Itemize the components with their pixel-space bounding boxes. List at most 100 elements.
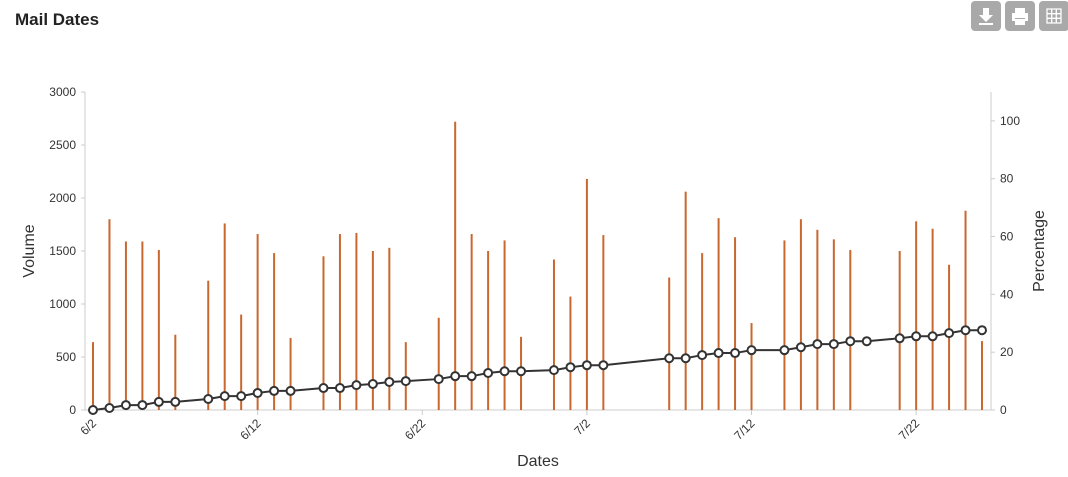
- bar: [124, 241, 127, 410]
- line-point: [285, 385, 296, 396]
- bar: [552, 259, 555, 410]
- line-point: [466, 371, 477, 382]
- bar: [964, 210, 967, 410]
- table-icon: [1046, 8, 1062, 24]
- print-icon: [1012, 8, 1028, 25]
- line-point: [779, 345, 790, 356]
- line-point: [203, 394, 214, 405]
- y-tick-label: 0: [69, 403, 76, 417]
- bar: [915, 221, 918, 410]
- y-tick-label: 1500: [49, 244, 76, 258]
- bar: [388, 247, 391, 410]
- line-point: [828, 339, 839, 350]
- line-point: [252, 387, 263, 398]
- table-button[interactable]: [1039, 1, 1068, 31]
- y2-tick-label: 0: [1000, 403, 1007, 417]
- line-point: [516, 366, 527, 377]
- line-point: [499, 366, 510, 377]
- bar: [701, 253, 704, 410]
- line-point: [861, 336, 872, 347]
- bar: [240, 314, 243, 410]
- y2-tick-label: 20: [1000, 345, 1014, 359]
- bar: [569, 296, 572, 410]
- line-point: [88, 405, 98, 415]
- line-point: [812, 339, 823, 350]
- bar: [322, 256, 325, 410]
- bar: [684, 191, 687, 410]
- line-point: [730, 348, 741, 359]
- line-point: [367, 378, 378, 389]
- bar: [454, 121, 457, 411]
- line-point: [565, 362, 576, 373]
- line-point: [664, 353, 675, 364]
- line-point: [384, 376, 395, 387]
- download-button[interactable]: [971, 1, 1001, 31]
- bar: [338, 234, 341, 410]
- download-icon: [979, 8, 993, 25]
- bar: [849, 249, 852, 410]
- bar: [717, 218, 720, 410]
- line-point: [450, 371, 461, 382]
- line-point: [334, 383, 345, 394]
- bar: [256, 234, 259, 410]
- line-point: [944, 328, 955, 339]
- line-point: [713, 348, 724, 359]
- bar: [174, 334, 177, 410]
- line-point: [104, 402, 115, 413]
- bar: [437, 317, 440, 410]
- line-point: [219, 391, 230, 402]
- line: [92, 329, 982, 411]
- line-point: [911, 331, 922, 342]
- line-point: [960, 325, 971, 336]
- bar: [141, 241, 144, 410]
- line-point: [269, 385, 280, 396]
- bar: [981, 341, 983, 410]
- line-point: [120, 400, 131, 411]
- line-point: [153, 396, 164, 407]
- line-point: [170, 396, 181, 407]
- line-point: [137, 400, 148, 411]
- line-point: [746, 345, 757, 356]
- bar: [799, 219, 802, 410]
- chart-title: Mail Dates: [15, 10, 99, 29]
- x-tick-label: 7/22: [896, 416, 923, 443]
- line-point: [845, 336, 856, 347]
- bar: [92, 342, 94, 410]
- line-point: [318, 383, 329, 394]
- bar: [273, 253, 276, 410]
- y-tick-label: 2000: [49, 191, 76, 205]
- x-tick-label: 6/12: [237, 416, 264, 443]
- bar: [602, 235, 605, 410]
- bar: [157, 249, 160, 410]
- bar: [668, 277, 671, 410]
- y2-tick-label: 40: [1000, 287, 1014, 301]
- line-point: [680, 353, 691, 364]
- line-point: [697, 350, 708, 361]
- bar: [898, 251, 901, 410]
- bar: [371, 251, 374, 410]
- line-point: [548, 365, 559, 376]
- bar: [585, 178, 588, 410]
- y2-tick-label: 100: [1000, 114, 1020, 128]
- print-button[interactable]: [1005, 1, 1035, 31]
- y2-tick-label: 60: [1000, 230, 1014, 244]
- bar: [816, 229, 819, 410]
- y-tick-label: 3000: [49, 85, 76, 99]
- bar: [289, 337, 292, 410]
- x-tick-label: 6/2: [77, 416, 99, 438]
- bar: [503, 240, 506, 410]
- bar: [783, 240, 786, 410]
- line-point: [351, 380, 362, 391]
- y-tick-label: 2500: [49, 138, 76, 152]
- bar: [355, 232, 358, 410]
- y2-tick-label: 80: [1000, 172, 1014, 186]
- bar: [404, 342, 407, 410]
- line-point: [236, 391, 247, 402]
- bar: [487, 251, 490, 410]
- line-point: [433, 374, 444, 385]
- line-point: [977, 325, 987, 336]
- line-point: [795, 342, 806, 353]
- x-tick-label: 7/12: [731, 416, 758, 443]
- bar: [750, 323, 753, 410]
